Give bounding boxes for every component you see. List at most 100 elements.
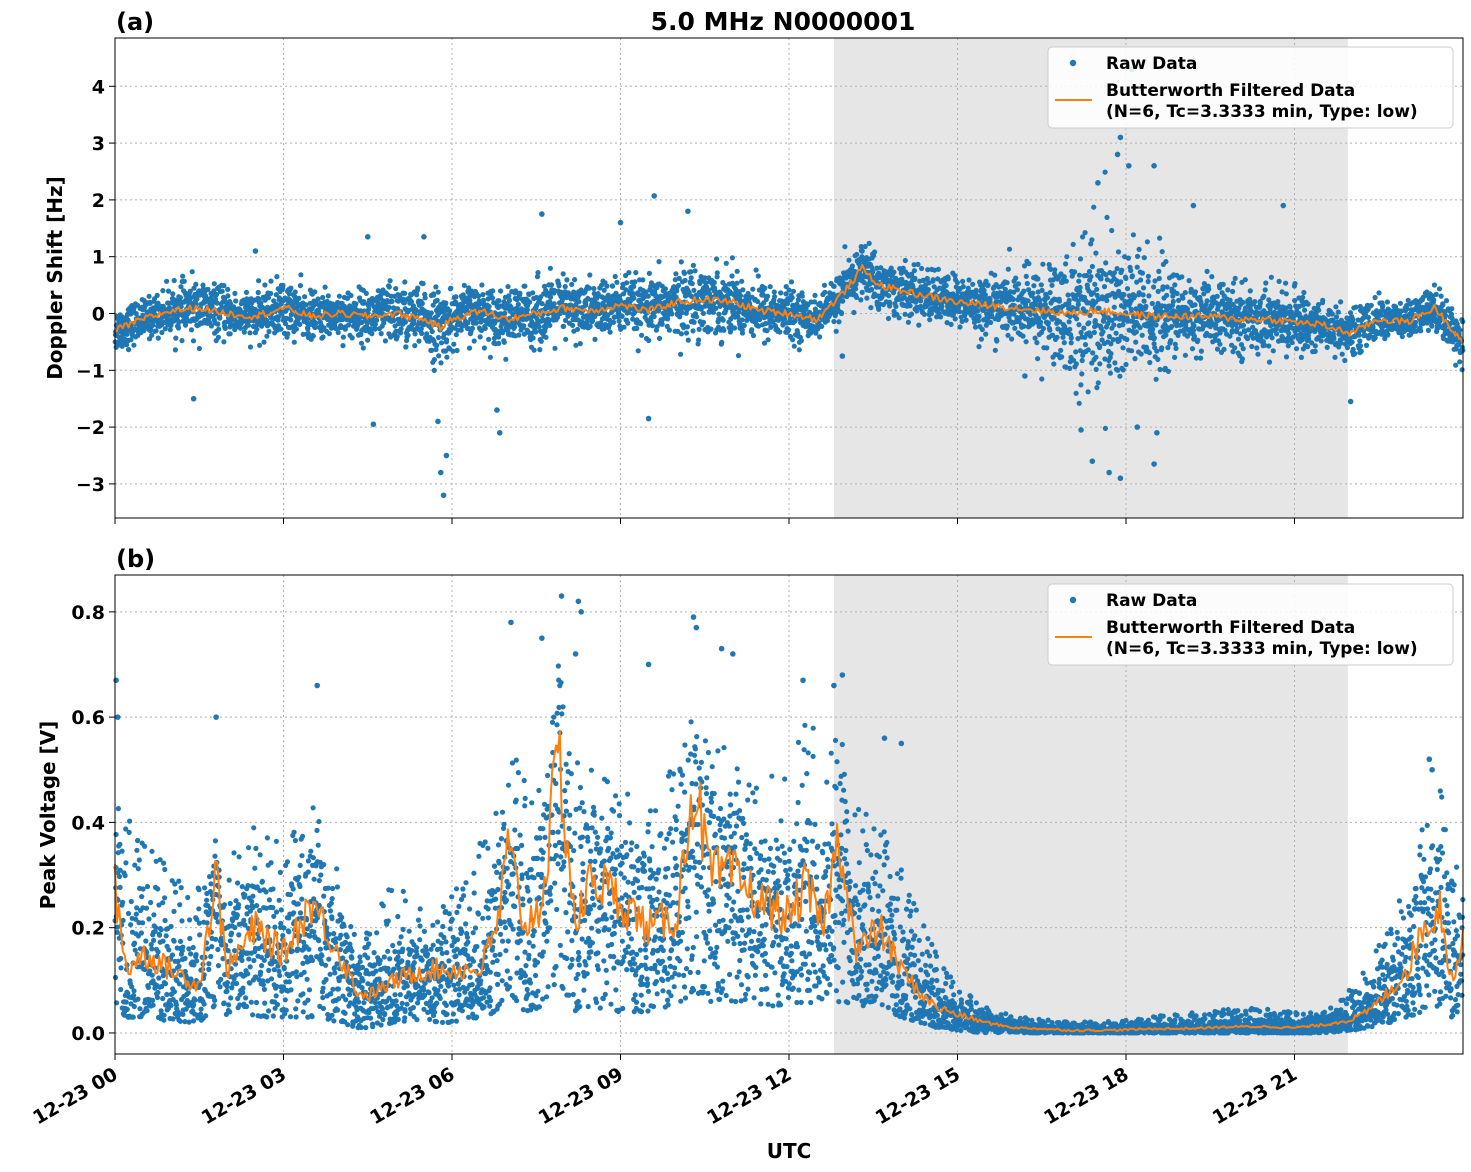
raw-data-point <box>572 277 578 283</box>
raw-data-point <box>482 325 488 331</box>
raw-data-point <box>177 295 183 301</box>
raw-data-point <box>305 326 311 332</box>
raw-data-point <box>604 283 610 289</box>
raw-data-point <box>402 290 408 296</box>
raw-data-point <box>1261 293 1267 299</box>
raw-data-point <box>988 319 994 326</box>
raw-data-point <box>1206 286 1212 292</box>
raw-data-point <box>1112 360 1118 366</box>
raw-data-point <box>1230 288 1236 295</box>
raw-data-point <box>1191 323 1197 329</box>
raw-data-point <box>714 256 720 262</box>
raw-data-point <box>692 268 698 274</box>
raw-data-point <box>1027 311 1033 317</box>
raw-data-point <box>1298 354 1304 360</box>
raw-data-point <box>858 297 864 303</box>
raw-data-point <box>614 279 620 285</box>
raw-data-point <box>633 270 639 276</box>
raw-data-point <box>656 335 663 341</box>
raw-data-point <box>365 337 371 343</box>
raw-data-point <box>749 327 755 333</box>
raw-data-point <box>838 310 845 317</box>
raw-data-point <box>232 327 238 333</box>
raw-data-point <box>1058 347 1064 353</box>
raw-data-point <box>1047 327 1053 333</box>
raw-data-point <box>720 317 726 323</box>
raw-data-point <box>1076 400 1082 406</box>
raw-data-point <box>1047 290 1053 296</box>
raw-data-point <box>966 277 972 283</box>
raw-data-point <box>729 273 735 279</box>
raw-data-point <box>403 344 409 350</box>
raw-data-point <box>434 342 440 348</box>
raw-data-point <box>1165 368 1171 374</box>
raw-data-point <box>530 290 536 296</box>
raw-data-point <box>1172 282 1178 288</box>
raw-data-point <box>688 275 694 281</box>
raw-data-point <box>1146 350 1152 356</box>
raw-data-point <box>1140 285 1147 291</box>
raw-data-point <box>885 315 892 322</box>
raw-data-point <box>1376 290 1382 296</box>
raw-data-point <box>659 321 665 327</box>
raw-data-point <box>160 303 166 309</box>
raw-data-point <box>954 280 961 286</box>
raw-data-point <box>340 343 346 349</box>
raw-data-point <box>428 310 434 316</box>
raw-data-point <box>673 271 679 277</box>
raw-data-point <box>1133 329 1139 335</box>
raw-data-point <box>1230 280 1237 286</box>
raw-data-point <box>587 272 593 278</box>
raw-data-point <box>1170 293 1176 299</box>
raw-data-point <box>1139 270 1145 276</box>
raw-data-point <box>1082 342 1089 348</box>
raw-data-point <box>1124 286 1131 292</box>
raw-data-point <box>755 273 761 279</box>
raw-data-point <box>1092 318 1098 324</box>
raw-data-point <box>750 332 757 339</box>
raw-data-point <box>735 314 741 320</box>
raw-data-point <box>222 319 229 325</box>
raw-data-point <box>1109 227 1115 234</box>
raw-data-point <box>466 345 473 351</box>
raw-data-point <box>173 335 179 341</box>
raw-data-point <box>416 338 422 344</box>
raw-data-point <box>1157 235 1163 241</box>
raw-data-point <box>972 324 979 330</box>
raw-data-point <box>609 283 616 289</box>
raw-data-point <box>1269 335 1275 341</box>
raw-data-point <box>1179 274 1185 280</box>
raw-data-point <box>1255 351 1261 357</box>
raw-data-point <box>911 268 918 274</box>
raw-data-point <box>1038 282 1044 288</box>
raw-data-point <box>723 260 729 266</box>
raw-data-point <box>732 325 738 331</box>
raw-data-point <box>444 337 450 343</box>
raw-data-point <box>1136 246 1142 252</box>
raw-data-point <box>217 315 223 321</box>
raw-data-point <box>402 319 408 325</box>
raw-data-point <box>1063 278 1069 284</box>
raw-data-point <box>651 314 657 320</box>
raw-data-point <box>649 323 656 329</box>
raw-data-point <box>796 347 802 353</box>
raw-data-point <box>1163 259 1169 265</box>
raw-data-point <box>182 322 189 328</box>
raw-data-point <box>1134 264 1140 270</box>
raw-data-point <box>662 286 669 292</box>
raw-data-point <box>438 340 445 346</box>
raw-data-point <box>1163 332 1169 338</box>
raw-data-point <box>293 326 299 332</box>
raw-data-point <box>250 323 256 329</box>
raw-data-point <box>1144 239 1150 245</box>
raw-data-point <box>1137 325 1143 331</box>
raw-data-point <box>1358 348 1364 354</box>
raw-data-point <box>363 290 369 296</box>
raw-data-point <box>817 334 823 340</box>
panel-a-label: (a) <box>116 8 154 36</box>
raw-data-point <box>438 360 444 366</box>
raw-data-point <box>689 281 695 287</box>
raw-data-point <box>221 339 227 345</box>
raw-data-point <box>956 308 963 315</box>
raw-data-point <box>505 284 511 290</box>
